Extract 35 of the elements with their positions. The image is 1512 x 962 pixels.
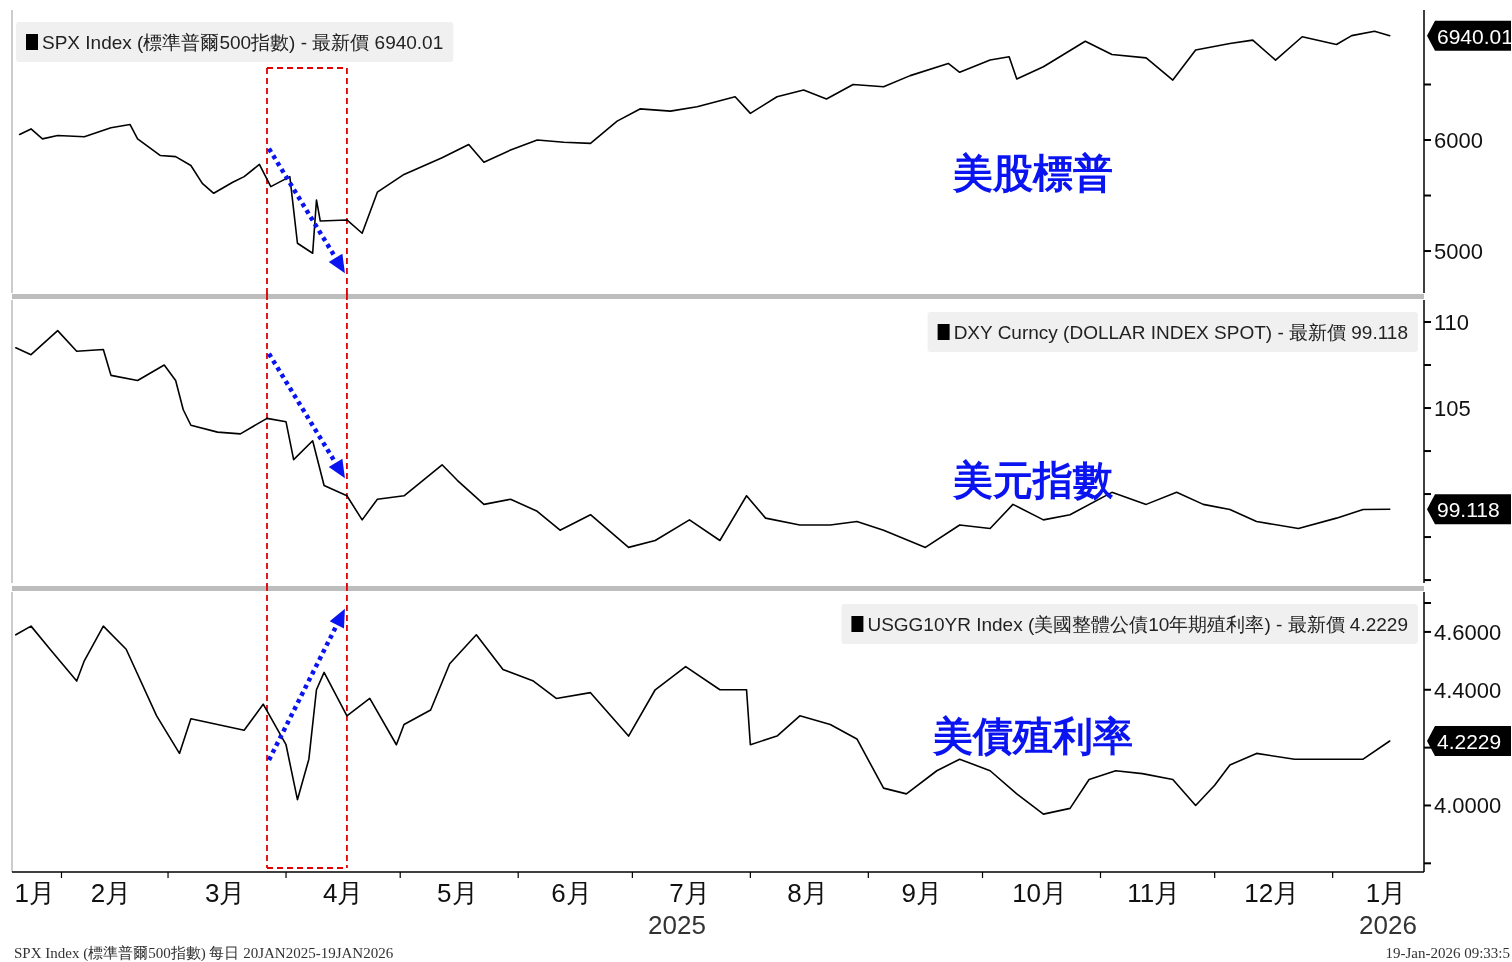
x-tick-label: 8月: [787, 878, 828, 908]
annotation: 美債殖利率: [932, 714, 1133, 758]
text: 2026: [1359, 910, 1417, 940]
x-tick-label: 1月: [1365, 878, 1407, 908]
legend: USGG10YR Index (美國整體公債10年期殖利率) - 最新價 4.2229: [841, 604, 1418, 644]
x-tick-label: 4月: [322, 878, 364, 908]
x-tick-label: 12月: [1244, 878, 1300, 908]
x-tick-label: 6月: [551, 878, 592, 908]
text: 2025: [648, 910, 706, 940]
legend: SPX Index (標準普爾500指數) - 最新價 6940.01: [16, 22, 454, 62]
y-tick-label: 105: [1434, 396, 1471, 422]
x-tick-label: 5月: [437, 878, 478, 908]
y-tick-label: 4.4000: [1434, 677, 1502, 703]
last-value-tag: 99.118: [1427, 494, 1511, 525]
last-value-tag: 4.2229: [1427, 726, 1511, 756]
legend-label: SPX Index (標準普爾500指數) - 最新價 6940.01: [42, 32, 444, 53]
x-tick-label: 3月: [204, 878, 246, 908]
annotation: 美股標普: [952, 151, 1113, 195]
x-tick-label: 9月: [901, 878, 942, 908]
x-tick-label: 1月: [14, 878, 56, 908]
y-tick-label: 6000: [1434, 128, 1483, 154]
legend-label: USGG10YR Index (美國整體公債10年期殖利率) - 最新價 4.2229: [867, 614, 1408, 635]
x-tick-label: 11月: [1127, 878, 1181, 908]
text: 19-Jan-2026 09:33:5: [1385, 945, 1510, 961]
y-tick-label: 4.6000: [1434, 619, 1502, 645]
legend-label: DXY Curncy (DOLLAR INDEX SPOT) - 最新價 99.118: [953, 322, 1408, 343]
x-tick-label: 10月: [1012, 878, 1068, 908]
legend: DXY Curncy (DOLLAR INDEX SPOT) - 最新價 99.118: [927, 312, 1418, 352]
annotation: 美元指數: [952, 458, 1114, 502]
y-tick-label: 4.0000: [1434, 793, 1502, 819]
y-tick-label: 110: [1434, 310, 1470, 336]
x-tick-label: 7月: [669, 878, 710, 908]
y-tick-label: 5000: [1434, 239, 1483, 265]
text: SPX Index (標準普爾500指數) 每日 20JAN2025-19JAN2026: [14, 945, 394, 962]
x-tick-label: 2月: [90, 878, 132, 908]
